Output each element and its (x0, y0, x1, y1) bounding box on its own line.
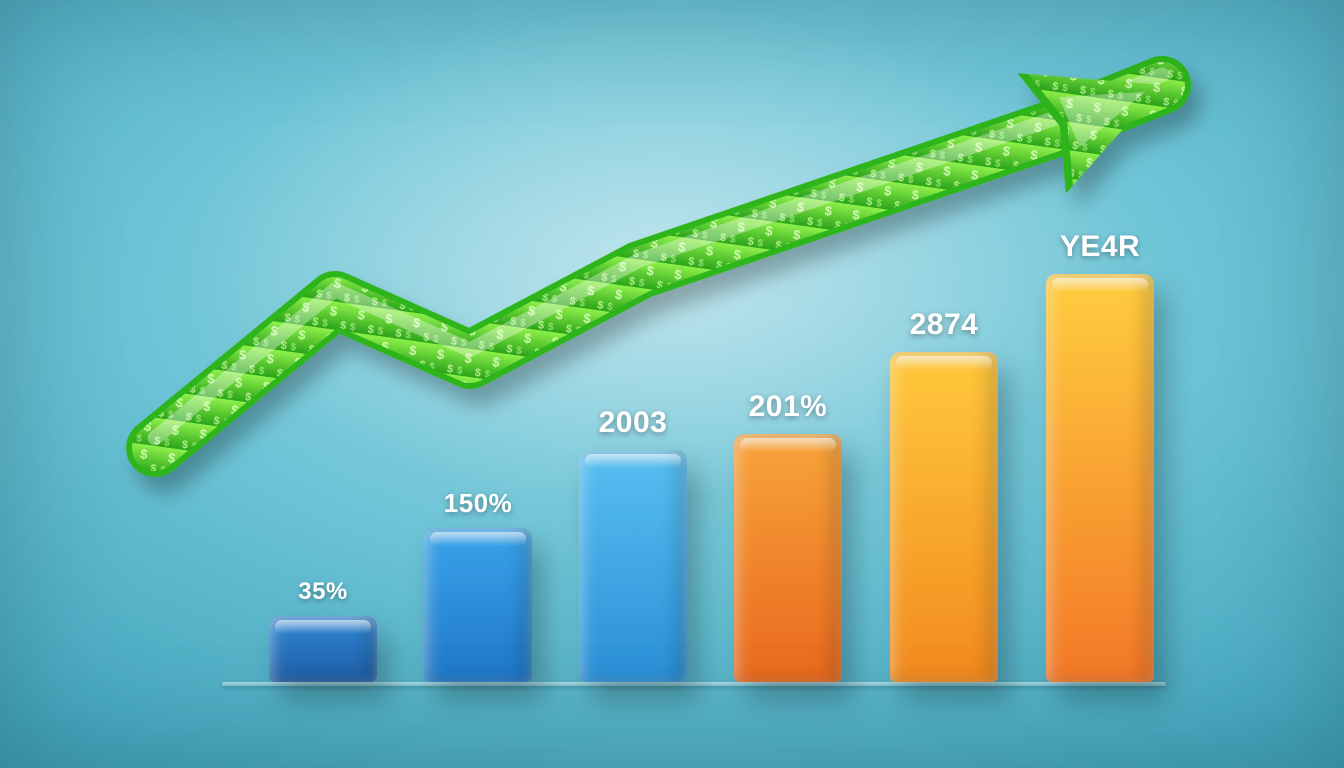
bar-label-1: 35% (243, 578, 403, 606)
bar-2 (424, 528, 532, 682)
bar-1 (269, 616, 377, 682)
bar-3 (579, 450, 687, 682)
bar-4 (734, 434, 842, 682)
bar-label-2: 150% (398, 488, 558, 519)
bar-label-4: 201% (708, 390, 868, 424)
growth-infographic: 35%150%2003201%2874YE4R $ $ $ (0, 0, 1344, 768)
bar-label-3: 2003 (553, 406, 713, 440)
bar-6 (1046, 274, 1154, 682)
bar-5 (890, 352, 998, 682)
bar-label-5: 2874 (864, 308, 1024, 342)
bar-group: 35% 150% 2003201% 2874 YE4R (0, 0, 1344, 768)
bar-label-6: YE4R (1020, 230, 1180, 264)
